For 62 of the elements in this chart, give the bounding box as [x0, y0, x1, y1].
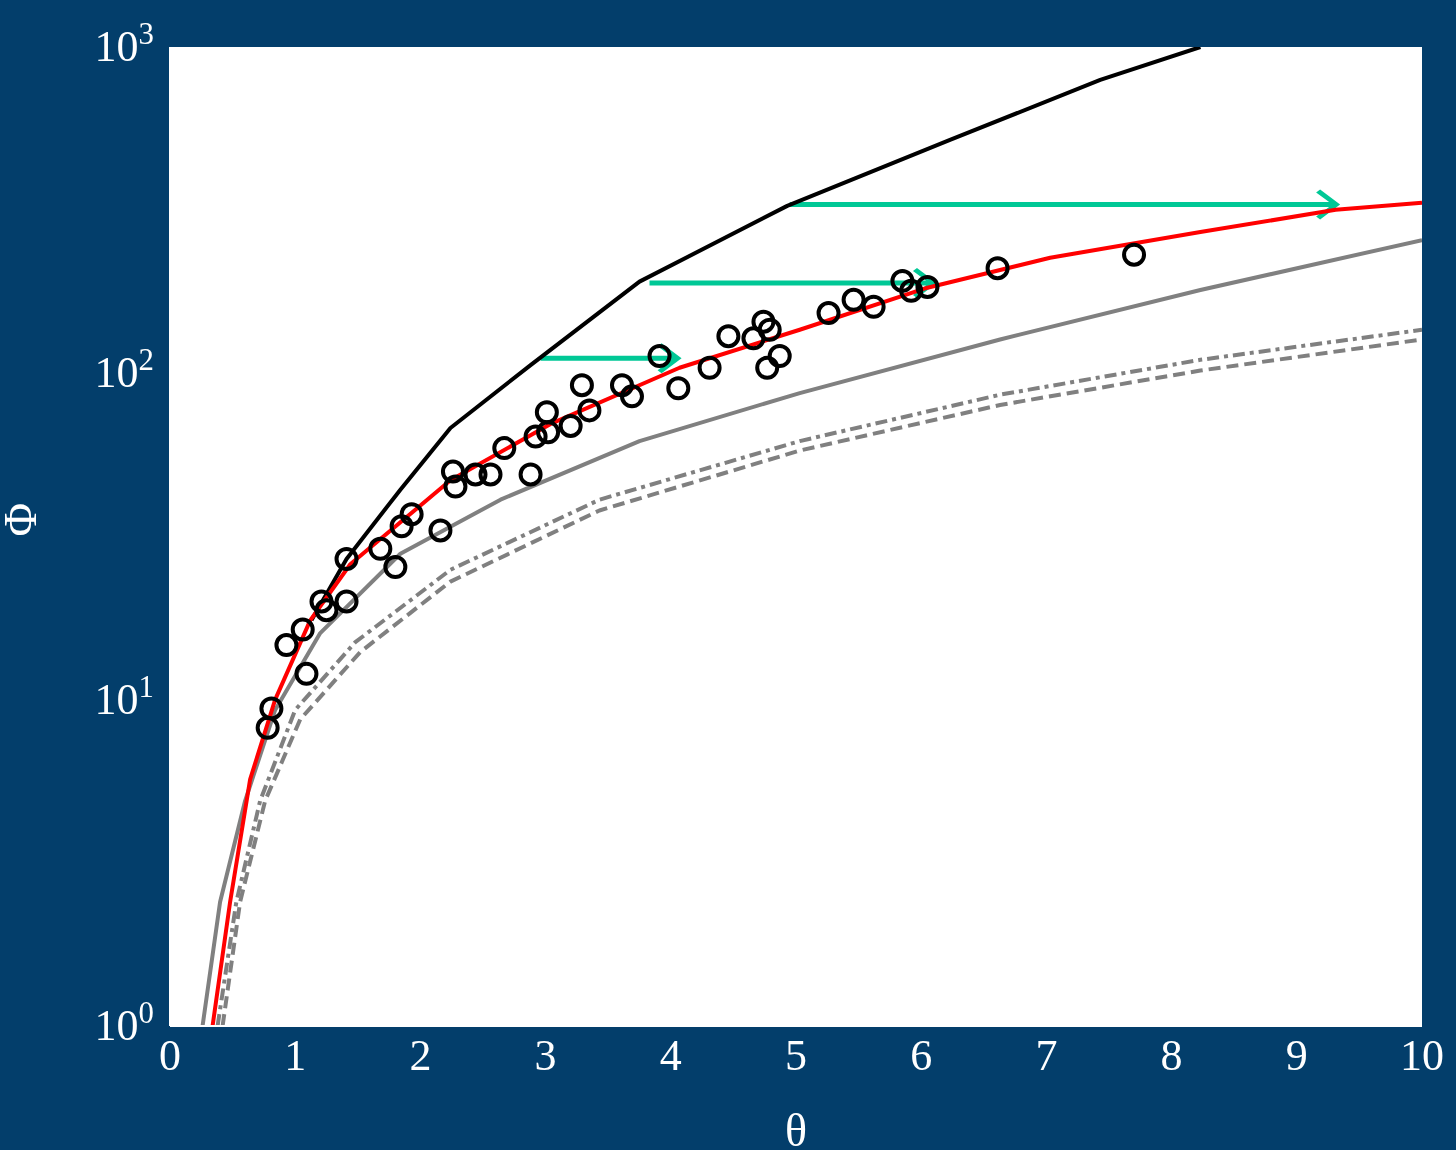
point — [463, 462, 488, 487]
point — [697, 355, 722, 380]
point — [816, 301, 841, 326]
x-tick-label: 6 — [910, 1031, 933, 1080]
x-tick-label: 7 — [1035, 1031, 1058, 1080]
point — [428, 518, 453, 543]
x-tick-label: 10 — [1400, 1031, 1444, 1080]
point — [536, 420, 561, 445]
point — [755, 355, 780, 380]
point — [861, 294, 886, 319]
point — [915, 274, 940, 299]
y-tick-label: 10$^{0}$ — [94, 996, 154, 1050]
point — [890, 268, 915, 293]
x-tick-label: 4 — [659, 1031, 682, 1080]
point — [259, 696, 284, 721]
point — [841, 287, 866, 312]
point — [294, 661, 319, 686]
x-tick-label: 9 — [1285, 1031, 1308, 1080]
x-tick-label: 1 — [284, 1031, 307, 1080]
x-tick-label: 8 — [1160, 1031, 1183, 1080]
point — [478, 462, 503, 487]
point — [443, 474, 468, 499]
point — [334, 546, 359, 571]
point — [609, 373, 634, 398]
point — [647, 344, 672, 369]
point — [569, 373, 594, 398]
x-tick-label: 3 — [534, 1031, 557, 1080]
point — [985, 256, 1010, 281]
point — [518, 462, 543, 487]
point — [290, 617, 315, 642]
x-tick-label: 0 — [159, 1031, 181, 1080]
point — [274, 633, 299, 658]
point — [389, 514, 414, 539]
point — [368, 536, 393, 561]
point — [619, 384, 644, 409]
point — [577, 398, 602, 423]
point — [1122, 242, 1147, 267]
point — [666, 376, 691, 401]
point — [751, 309, 776, 334]
point — [899, 278, 924, 303]
point — [757, 317, 782, 342]
point — [383, 555, 408, 579]
point — [741, 326, 766, 351]
point — [440, 459, 465, 484]
y-axis-title: Φ — [0, 502, 47, 537]
point — [334, 589, 359, 614]
y-tick-label: 10$^{2}$ — [94, 343, 154, 398]
x-tick-label: 5 — [785, 1031, 807, 1080]
point — [558, 413, 583, 438]
point — [492, 436, 517, 461]
point — [767, 344, 792, 369]
point — [399, 502, 424, 527]
point — [716, 324, 741, 349]
point — [534, 400, 559, 425]
point — [314, 598, 339, 623]
x-axis-title: θ — [784, 1105, 808, 1150]
point — [255, 715, 280, 740]
point — [523, 424, 548, 449]
y-tick-label: 10$^{3}$ — [94, 17, 154, 71]
x-tick-label: 2 — [409, 1031, 432, 1080]
point — [309, 589, 334, 614]
y-tick-label: 10$^{1}$ — [94, 669, 154, 724]
